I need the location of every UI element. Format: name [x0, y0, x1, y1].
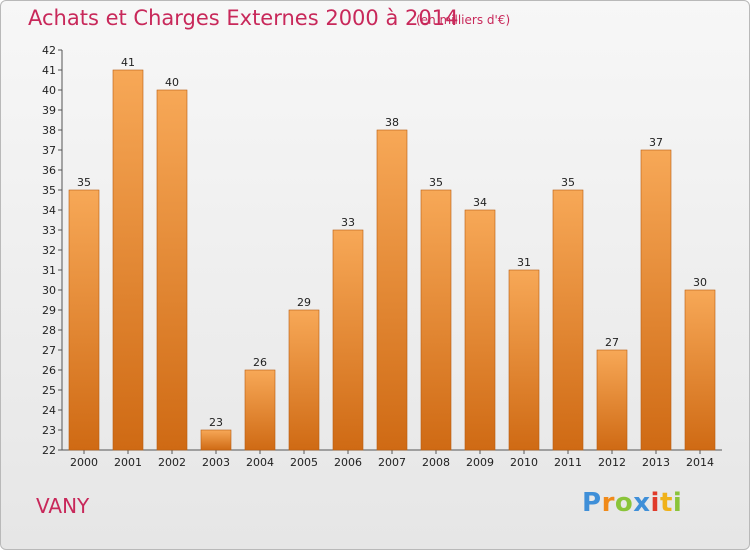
bar-2014 [684, 289, 716, 451]
data-label-2000: 35 [77, 176, 91, 189]
data-label-2002: 40 [165, 76, 179, 89]
bar-2011 [552, 189, 584, 451]
x-tick-label: 2004 [246, 456, 274, 469]
x-tick-label: 2010 [510, 456, 538, 469]
y-tick-label: 39 [42, 104, 56, 117]
bar-2013 [640, 149, 672, 451]
y-tick-label: 40 [42, 84, 56, 97]
y-tick-label: 42 [42, 44, 56, 57]
data-label-2003: 23 [209, 416, 223, 429]
data-label-2013: 37 [649, 136, 663, 149]
data-label-2006: 33 [341, 216, 355, 229]
y-tick-label: 27 [42, 344, 56, 357]
data-label-2001: 41 [121, 56, 135, 69]
bar-2008 [420, 189, 452, 451]
x-tick-label: 2014 [686, 456, 714, 469]
bar-2012 [596, 349, 628, 451]
data-label-2014: 30 [693, 276, 707, 289]
y-tick-label: 32 [42, 244, 56, 257]
chart-unit: (en milliers d'€) [416, 13, 511, 27]
proxiti-logo: Proxiti [582, 488, 683, 518]
x-tick-label: 2001 [114, 456, 142, 469]
commune-name: VANY [36, 494, 90, 518]
x-tick-label: 2000 [70, 456, 98, 469]
bar-2010 [508, 269, 540, 451]
x-tick-label: 2011 [554, 456, 582, 469]
x-tick-label: 2008 [422, 456, 450, 469]
data-label-2012: 27 [605, 336, 619, 349]
y-tick-label: 30 [42, 284, 56, 297]
y-tick-label: 36 [42, 164, 56, 177]
y-tick-label: 22 [42, 444, 56, 457]
data-label-2007: 38 [385, 116, 399, 129]
chart-title: Achats et Charges Externes 2000 à 2014 [28, 6, 459, 30]
bar-2006 [332, 229, 364, 451]
bar-2004 [244, 369, 276, 451]
y-tick-label: 41 [42, 64, 56, 77]
data-label-2008: 35 [429, 176, 443, 189]
y-tick-label: 25 [42, 384, 56, 397]
y-tick-label: 26 [42, 364, 56, 377]
y-tick-label: 29 [42, 304, 56, 317]
y-tick-label: 37 [42, 144, 56, 157]
y-tick-label: 38 [42, 124, 56, 137]
y-tick-label: 34 [42, 204, 56, 217]
bar-2009 [464, 209, 496, 451]
bar-2001 [112, 69, 144, 451]
data-label-2009: 34 [473, 196, 487, 209]
x-tick-label: 2007 [378, 456, 406, 469]
x-tick-label: 2009 [466, 456, 494, 469]
bar-2007 [376, 129, 408, 451]
x-tick-label: 2006 [334, 456, 362, 469]
bar-2002 [156, 89, 188, 451]
y-tick-label: 28 [42, 324, 56, 337]
bar-2003 [200, 429, 232, 451]
y-tick-label: 33 [42, 224, 56, 237]
x-tick-label: 2005 [290, 456, 318, 469]
x-tick-label: 2013 [642, 456, 670, 469]
y-tick-label: 31 [42, 264, 56, 277]
x-tick-label: 2003 [202, 456, 230, 469]
bar-2000 [68, 189, 100, 451]
bar-2005 [288, 309, 320, 451]
data-label-2011: 35 [561, 176, 575, 189]
y-tick-label: 24 [42, 404, 56, 417]
x-tick-label: 2002 [158, 456, 186, 469]
data-label-2004: 26 [253, 356, 267, 369]
data-label-2010: 31 [517, 256, 531, 269]
y-tick-label: 35 [42, 184, 56, 197]
data-label-2005: 29 [297, 296, 311, 309]
x-tick-label: 2012 [598, 456, 626, 469]
y-tick-label: 23 [42, 424, 56, 437]
